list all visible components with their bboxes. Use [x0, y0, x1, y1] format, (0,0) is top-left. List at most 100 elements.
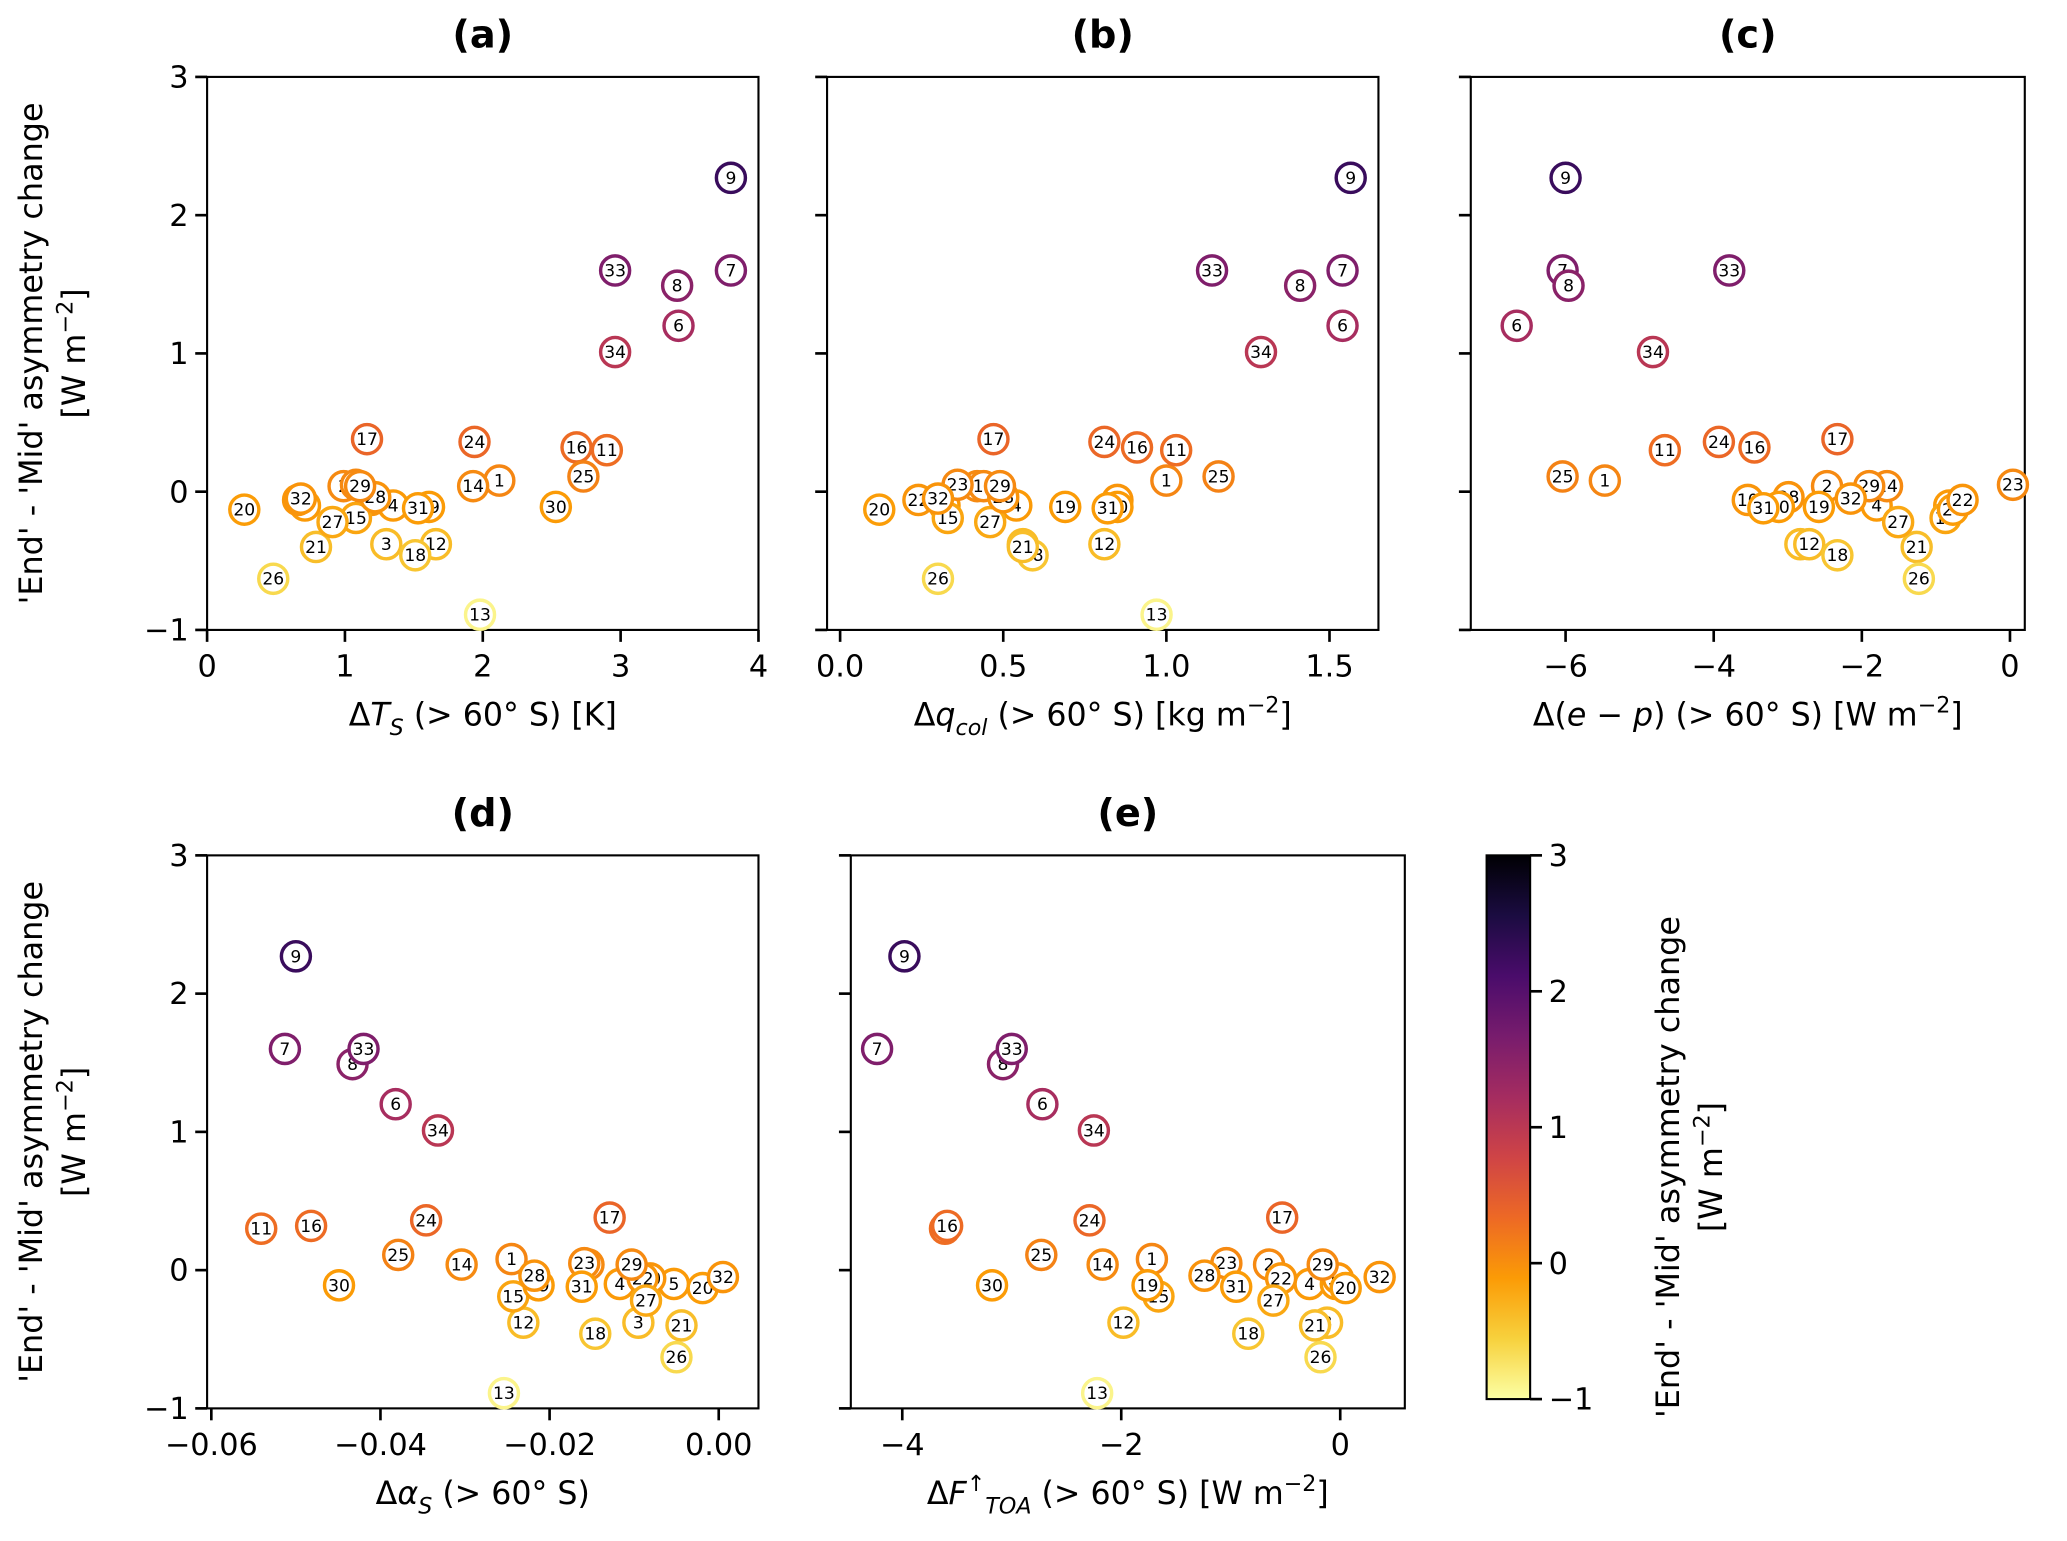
point-label: 4 — [614, 1275, 625, 1295]
panel-title: (e) — [1097, 791, 1158, 836]
point-label: 26 — [262, 570, 284, 590]
point-label: 2 — [1822, 477, 1833, 497]
point — [565, 1270, 598, 1304]
point-label: 14 — [1092, 1256, 1114, 1276]
point-label: 26 — [927, 570, 949, 590]
y-tick-label: 2 — [169, 977, 188, 1012]
point-label: 19 — [1808, 498, 1830, 518]
point-label: 6 — [1511, 317, 1522, 337]
point — [1900, 530, 1933, 564]
point — [1091, 491, 1124, 525]
point-label: 24 — [1093, 433, 1115, 453]
point — [930, 1209, 964, 1243]
point-label: 34 — [1250, 343, 1272, 363]
point — [495, 1242, 528, 1276]
point-label: 1 — [1161, 472, 1172, 492]
point — [579, 1317, 612, 1351]
point-label: 29 — [1312, 1256, 1334, 1276]
point-label: 18 — [1237, 1325, 1259, 1345]
point-label: 7 — [872, 1040, 883, 1060]
point-label: 7 — [279, 1040, 290, 1060]
point-label: 21 — [671, 1316, 693, 1336]
point — [381, 1238, 415, 1272]
point-label: 30 — [328, 1276, 350, 1296]
point-label: 29 — [621, 1256, 643, 1276]
point — [615, 1248, 648, 1281]
x-axis-label-part: ↑ — [967, 1471, 986, 1497]
y-axis-label-part: 'End' - 'Mid' asymmetry change — [14, 102, 50, 604]
point-label: 16 — [300, 1217, 322, 1237]
point-label: 6 — [390, 1095, 401, 1115]
point-label: 20 — [868, 501, 890, 521]
point — [316, 505, 349, 539]
point-label: 29 — [349, 477, 371, 497]
point — [322, 1269, 356, 1302]
point-label: 8 — [347, 1055, 358, 1075]
x-axis-label-part: (> 60° S) [W m — [1032, 1476, 1284, 1512]
point — [860, 1032, 894, 1066]
point-label: 8 — [1295, 277, 1306, 297]
point-label: 24 — [464, 433, 486, 453]
y-tick-label: 3 — [169, 60, 188, 95]
y-axis-label-part: −2 — [52, 301, 78, 334]
point — [977, 422, 1010, 456]
point-label: 1 — [1599, 472, 1610, 492]
point — [1552, 269, 1585, 302]
point-label: 14 — [462, 477, 484, 497]
point — [1049, 490, 1082, 524]
point — [399, 538, 432, 572]
point — [1080, 1376, 1114, 1410]
point-label: 7 — [1337, 261, 1348, 281]
x-tick-label: −6 — [1543, 649, 1588, 684]
point — [343, 469, 377, 503]
panel-title: (b) — [1072, 13, 1134, 58]
y-axis-label-part: [W m — [57, 1112, 93, 1197]
point-label: 27 — [635, 1291, 657, 1311]
point-label: 24 — [1708, 433, 1730, 453]
point-label: 11 — [596, 441, 618, 461]
point — [888, 939, 921, 973]
point — [1946, 483, 1979, 517]
x-axis-label-part: S — [418, 1493, 432, 1519]
point — [593, 1201, 626, 1234]
point-label: 31 — [1225, 1278, 1247, 1298]
point-label: 14 — [451, 1256, 473, 1276]
x-axis-label-part: (> 60° S) [K] — [404, 697, 617, 733]
point-label: 25 — [573, 467, 595, 487]
y-axis-label-part: ] — [57, 1067, 93, 1079]
x-axis-label-part: Δ — [927, 1476, 949, 1512]
y-tick-label: 0 — [169, 1254, 188, 1289]
point-label: 16 — [936, 1217, 958, 1237]
point — [1747, 491, 1780, 525]
point-label: 32 — [712, 1268, 734, 1288]
point-label: 34 — [1642, 343, 1664, 363]
point-label: 34 — [604, 343, 626, 363]
x-axis-label: ΔTS (> 60° S) [K] — [349, 697, 617, 741]
point-label: 9 — [290, 947, 301, 967]
y-tick-label: 2 — [169, 199, 188, 234]
point-label: 28 — [523, 1267, 545, 1287]
point — [1006, 530, 1040, 564]
point — [409, 1204, 443, 1237]
point-label: 33 — [604, 261, 626, 281]
point — [1793, 527, 1826, 561]
x-tick-label: 1 — [335, 649, 354, 684]
point — [1159, 433, 1193, 467]
point-label: 25 — [387, 1246, 409, 1266]
point — [1363, 1260, 1396, 1294]
point — [1150, 464, 1183, 497]
x-tick-label: 4 — [749, 649, 768, 684]
point — [299, 530, 333, 564]
x-tick-label: 0.0 — [816, 649, 864, 684]
point — [1902, 562, 1936, 596]
point-label: 32 — [1369, 1268, 1391, 1288]
point — [1298, 1309, 1332, 1342]
point — [1996, 468, 2030, 502]
point-label: 34 — [427, 1121, 449, 1141]
colorbar-label: [W m−2] — [1689, 1102, 1730, 1232]
point — [1073, 1204, 1106, 1237]
point-label: 7 — [725, 261, 736, 281]
x-axis-label-part: −2 — [1284, 1471, 1317, 1497]
point-label: 1 — [506, 1250, 517, 1270]
point-label: 21 — [1012, 538, 1034, 558]
